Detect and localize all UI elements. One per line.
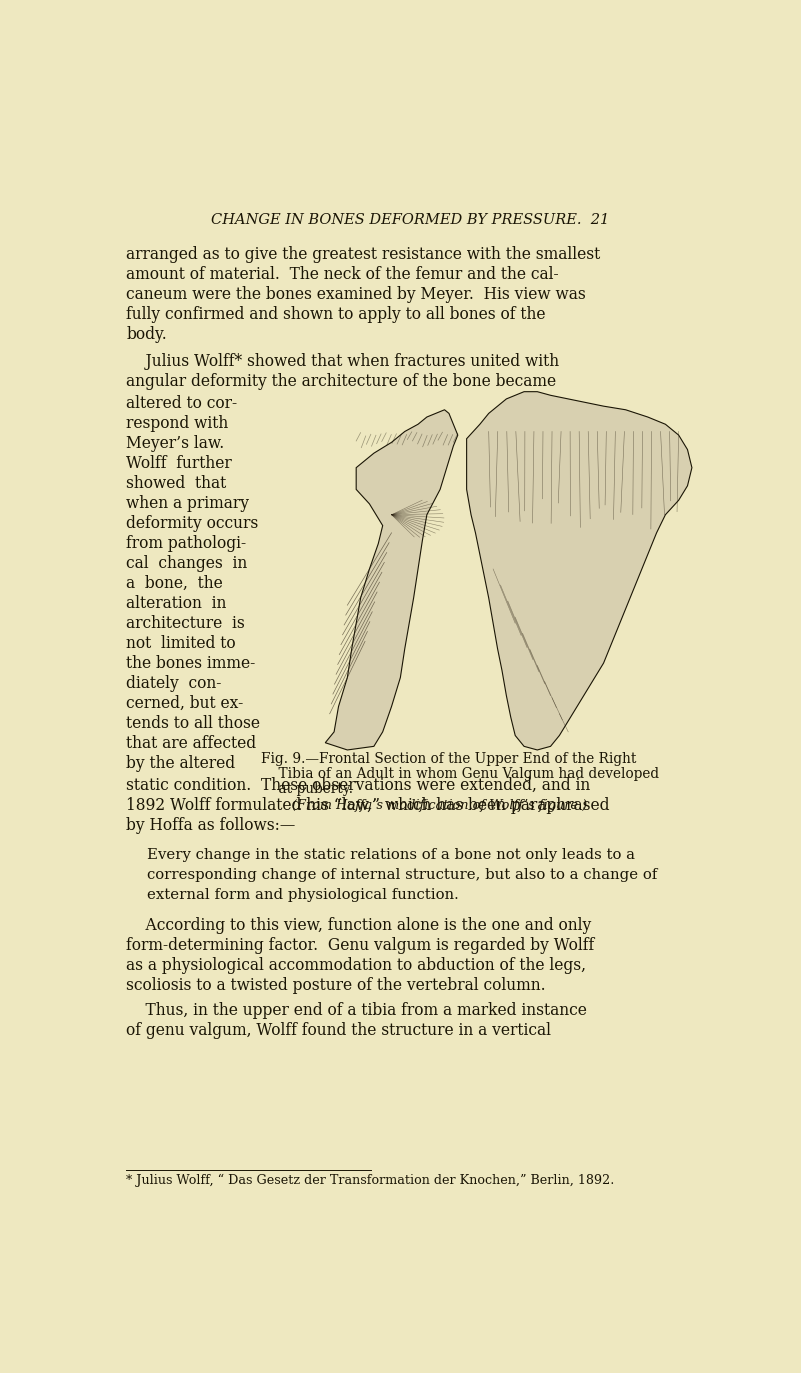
Text: amount of material.  The neck of the femur and the cal-: amount of material. The neck of the femu… bbox=[127, 265, 559, 283]
Text: Tibia of an Adult in whom Genu Valgum had developed: Tibia of an Adult in whom Genu Valgum ha… bbox=[261, 768, 659, 781]
Bar bbox=[259, 389, 701, 750]
Text: that are affected: that are affected bbox=[127, 736, 256, 752]
Text: deformity occurs: deformity occurs bbox=[127, 515, 259, 533]
Polygon shape bbox=[325, 409, 458, 750]
Text: Fig. 9.—Frontal Section of the Upper End of the Right: Fig. 9.—Frontal Section of the Upper End… bbox=[261, 751, 637, 766]
Text: static condition.  These observations were extended, and in: static condition. These observations wer… bbox=[127, 777, 590, 794]
Text: angular deformity the architecture of the bone became: angular deformity the architecture of th… bbox=[127, 373, 557, 390]
Text: form-determining factor.  Genu valgum is regarded by Wolff: form-determining factor. Genu valgum is … bbox=[127, 936, 594, 954]
Text: by the altered: by the altered bbox=[127, 755, 235, 773]
Text: Julius Wolff* showed that when fractures united with: Julius Wolff* showed that when fractures… bbox=[127, 353, 559, 371]
Text: respond with: respond with bbox=[127, 415, 228, 432]
Text: when a primary: when a primary bbox=[127, 496, 249, 512]
Text: * Julius Wolff, “ Das Gesetz der Transformation der Knochen,” Berlin, 1892.: * Julius Wolff, “ Das Gesetz der Transfo… bbox=[127, 1174, 614, 1188]
Text: scoliosis to a twisted posture of the vertebral column.: scoliosis to a twisted posture of the ve… bbox=[127, 978, 545, 994]
Text: diately  con-: diately con- bbox=[127, 676, 222, 692]
Text: Wolff  further: Wolff further bbox=[127, 454, 232, 472]
Text: tends to all those: tends to all those bbox=[127, 715, 260, 732]
Text: a  bone,  the: a bone, the bbox=[127, 575, 223, 592]
Text: According to this view, function alone is the one and only: According to this view, function alone i… bbox=[127, 917, 591, 934]
Text: architecture  is: architecture is bbox=[127, 615, 245, 632]
Text: at puberty.: at puberty. bbox=[261, 783, 353, 796]
Text: the bones imme-: the bones imme- bbox=[127, 655, 256, 673]
Text: showed  that: showed that bbox=[127, 475, 227, 492]
Text: alteration  in: alteration in bbox=[127, 595, 227, 612]
Text: body.: body. bbox=[127, 325, 167, 343]
Text: external form and physiological function.: external form and physiological function… bbox=[147, 888, 458, 902]
Text: CHANGE IN BONES DEFORMED BY PRESSURE.  21: CHANGE IN BONES DEFORMED BY PRESSURE. 21 bbox=[211, 213, 610, 227]
Text: Thus, in the upper end of a tibia from a marked instance: Thus, in the upper end of a tibia from a… bbox=[127, 1002, 587, 1019]
Text: Every change in the static relations of a bone not only leads to a: Every change in the static relations of … bbox=[147, 847, 634, 862]
Text: corresponding change of internal structure, but also to a change of: corresponding change of internal structu… bbox=[147, 868, 657, 881]
Text: of genu valgum, Wolff found the structure in a vertical: of genu valgum, Wolff found the structur… bbox=[127, 1022, 551, 1039]
Text: fully confirmed and shown to apply to all bones of the: fully confirmed and shown to apply to al… bbox=[127, 306, 545, 323]
Polygon shape bbox=[467, 391, 692, 750]
Text: arranged as to give the greatest resistance with the smallest: arranged as to give the greatest resista… bbox=[127, 246, 601, 262]
Text: (From Hoffa’s modification of Wolff’s figure.): (From Hoffa’s modification of Wolff’s fi… bbox=[292, 799, 587, 813]
Text: not  limited to: not limited to bbox=[127, 636, 235, 652]
Text: 1892 Wolff formulated his “law,” which has been paraphrased: 1892 Wolff formulated his “law,” which h… bbox=[127, 796, 610, 814]
Text: as a physiological accommodation to abduction of the legs,: as a physiological accommodation to abdu… bbox=[127, 957, 586, 973]
Text: cal  changes  in: cal changes in bbox=[127, 555, 248, 573]
Text: cerned, but ex-: cerned, but ex- bbox=[127, 695, 244, 713]
Text: altered to cor-: altered to cor- bbox=[127, 395, 237, 412]
Text: caneum were the bones examined by Meyer.  His view was: caneum were the bones examined by Meyer.… bbox=[127, 286, 586, 302]
Text: by Hoffa as follows:—: by Hoffa as follows:— bbox=[127, 817, 296, 833]
Text: from pathologi-: from pathologi- bbox=[127, 535, 247, 552]
Text: Meyer’s law.: Meyer’s law. bbox=[127, 435, 224, 452]
